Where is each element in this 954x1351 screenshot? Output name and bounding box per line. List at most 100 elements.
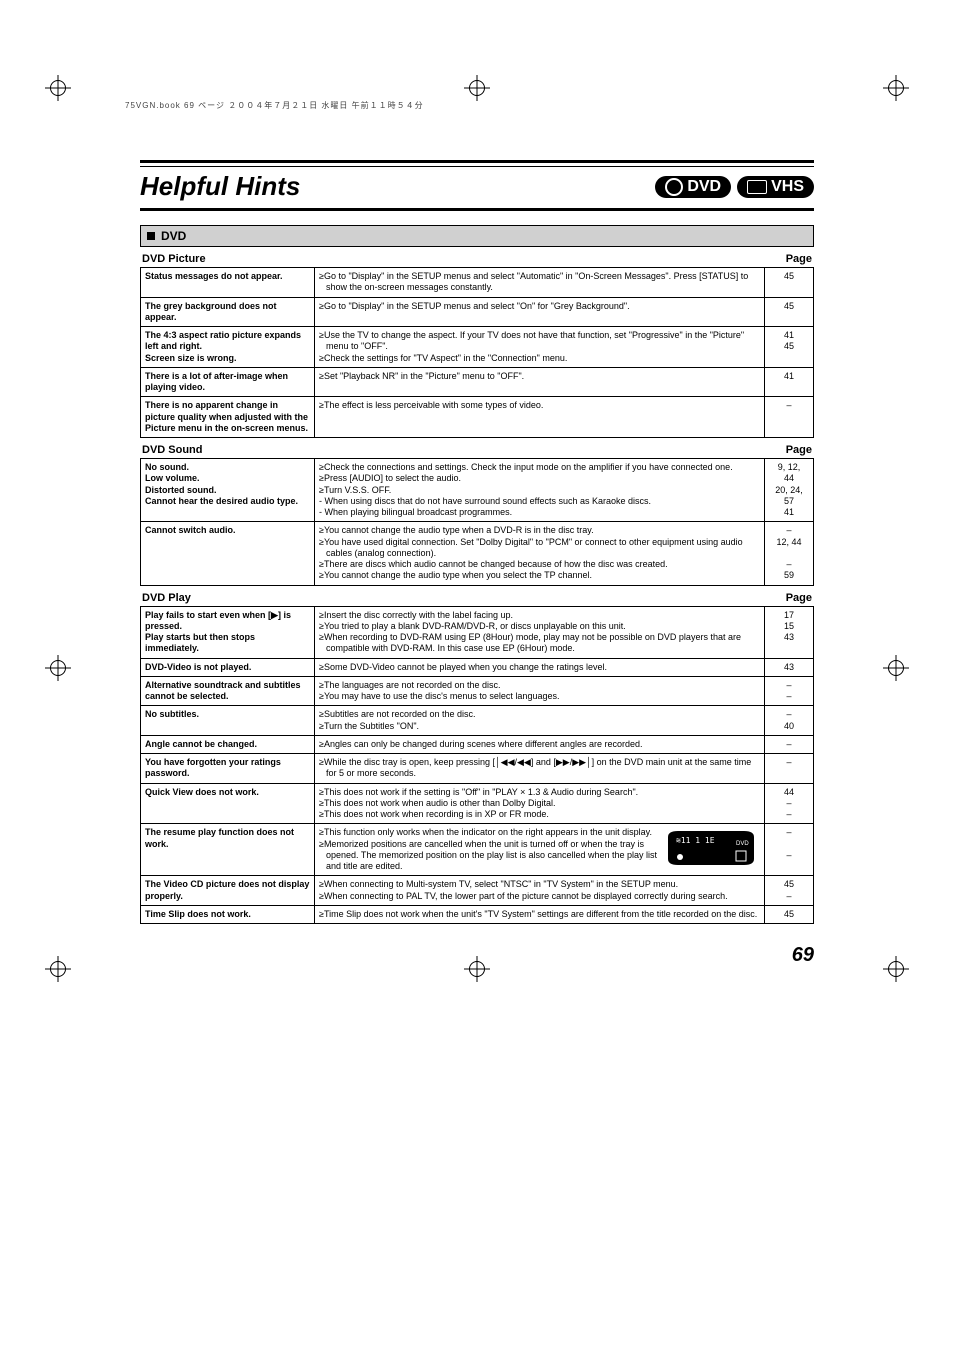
subhead-label: DVD Play [142,592,191,604]
remedy-line: ≥Set "Playback NR" in the "Picture" menu… [319,371,760,382]
svg-text:≋11 1 1E: ≋11 1 1E [676,836,715,845]
table-row: Status messages do not appear.≥Go to "Di… [141,268,814,298]
remedy-line: ≥There are discs which audio cannot be c… [319,559,760,570]
table-row: There is a lot of after-image when playi… [141,367,814,397]
registration-mark-ml [50,660,66,676]
table-row: The resume play function does not work.≋… [141,824,814,876]
subhead-row: DVD Picture Page [140,247,814,267]
registration-mark-bc [469,961,485,977]
remedy-line: ≥The effect is less perceivable with som… [319,400,760,411]
table-row: Cannot switch audio. ≥You cannot change t… [141,522,814,585]
symptom-cell: No subtitles. [141,706,315,736]
remedy-cell: ≥The languages are not recorded on the d… [315,676,765,706]
page-ref-cell: – – [765,824,814,876]
remedy-line: ≥Turn V.S.S. OFF. [319,485,760,496]
square-bullet-icon [147,232,155,240]
remedy-cell: ≥The effect is less perceivable with som… [315,397,765,438]
symptom-cell: There is a lot of after-image when playi… [141,367,315,397]
remedy-cell: ≥This does not work if the setting is "O… [315,783,765,824]
symptom-cell: Play fails to start even when [▶] is pre… [141,606,315,658]
remedy-line: ≥Angles can only be changed during scene… [319,739,760,750]
troubleshoot-table: Play fails to start even when [▶] is pre… [140,606,814,925]
table-row: You have forgotten your ratings password… [141,754,814,784]
remedy-line: ≥When recording to DVD-RAM using EP (8Ho… [319,632,760,655]
cassette-icon [747,180,767,194]
header-top-rule [140,160,814,167]
page-ref-cell: 17 15 43 [765,606,814,658]
page-ref-cell: 41 45 [765,327,814,368]
remedy-line: ≥Check the settings for "TV Aspect" in t… [319,353,760,364]
unit-display-icon: ≋11 1 1E DVD [666,829,756,867]
symptom-cell: DVD-Video is not played. [141,658,315,676]
page-ref-cell: – – [765,676,814,706]
table-row: Play fails to start even when [▶] is pre… [141,606,814,658]
remedy-cell: ≥Angles can only be changed during scene… [315,735,765,753]
subhead-row: DVD Play Page [140,586,814,606]
registration-mark-br [888,961,904,977]
remedy-cell: ≥Check the connections and settings. Che… [315,459,765,522]
remedy-line: ≥Use the TV to change the aspect. If you… [319,330,760,353]
section-label: DVD [161,229,186,243]
remedy-line: ≥This does not work if the setting is "O… [319,787,760,798]
remedy-cell: ≥When connecting to Multi-system TV, sel… [315,876,765,906]
page-ref-cell: – 12, 44 – 59 [765,522,814,585]
page-ref-cell: 44 – – [765,783,814,824]
symptom-cell: You have forgotten your ratings password… [141,754,315,784]
remedy-cell: ≥Insert the disc correctly with the labe… [315,606,765,658]
remedy-cell: ≥While the disc tray is open, keep press… [315,754,765,784]
page-ref-cell: – 40 [765,706,814,736]
printers-slug: 75VGN.book 69 ページ ２００４年７月２１日 水曜日 午前１１時５４… [125,100,424,111]
page-ref-cell: 41 [765,367,814,397]
page-ref-cell: 45 – [765,876,814,906]
remedy-cell: ≋11 1 1EDVD≥This function only works whe… [315,824,765,876]
remedy-line: ≥Some DVD-Video cannot be played when yo… [319,662,760,673]
symptom-cell: Angle cannot be changed. [141,735,315,753]
remedy-line: ≥Press [AUDIO] to select the audio. [319,473,760,484]
remedy-cell: ≥Time Slip does not work when the unit's… [315,905,765,923]
remedy-line: ≥When connecting to Multi-system TV, sel… [319,879,760,890]
table-row: The Video CD picture does not display pr… [141,876,814,906]
remedy-line: ≥Go to "Display" in the SETUP menus and … [319,271,760,294]
page-ref-cell: 45 [765,297,814,327]
remedy-line: ≥Insert the disc correctly with the labe… [319,610,760,621]
table-row: The grey background does not appear.≥Go … [141,297,814,327]
troubleshoot-table: No sound. Low volume. Distorted sound. C… [140,458,814,586]
registration-mark-tr [888,80,904,96]
page-ref-cell: 43 [765,658,814,676]
remedy-cell: ≥Go to "Display" in the SETUP menus and … [315,268,765,298]
symptom-cell: Time Slip does not work. [141,905,315,923]
table-row: Alternative soundtrack and subtitles can… [141,676,814,706]
page-ref-cell: – [765,397,814,438]
remedy-cell: ≥Some DVD-Video cannot be played when yo… [315,658,765,676]
subhead-row: DVD SoundPage [140,438,814,458]
remedy-line: ≥The languages are not recorded on the d… [319,680,760,691]
remedy-line: ≥You tried to play a blank DVD-RAM/DVD-R… [319,621,760,632]
registration-mark-tl [50,80,66,96]
troubleshoot-table: Status messages do not appear.≥Go to "Di… [140,267,814,438]
remedy-cell: ≥Set "Playback NR" in the "Picture" menu… [315,367,765,397]
remedy-line: ≥Check the connections and settings. Che… [319,462,760,473]
remedy-cell: ≥You cannot change the audio type when a… [315,522,765,585]
page-column-header: Page [786,592,812,604]
remedy-line: ≥Go to "Display" in the SETUP menus and … [319,301,760,312]
svg-text:DVD: DVD [736,841,749,847]
remedy-cell: ≥Go to "Display" in the SETUP menus and … [315,297,765,327]
remedy-line: ≥Subtitles are not recorded on the disc. [319,709,760,720]
remedy-line: ≥You cannot change the audio type when a… [319,525,760,536]
symptom-cell: Status messages do not appear. [141,268,315,298]
page-container: 75VGN.book 69 ページ ２００４年７月２１日 水曜日 午前１１時５４… [0,0,954,1027]
header-row: Helpful Hints DVD VHS [140,171,814,202]
registration-mark-tc [469,80,485,96]
table-row: No sound. Low volume. Distorted sound. C… [141,459,814,522]
remedy-line: ≥This does not work when recording is in… [319,809,760,820]
page-column-header: Page [786,444,812,456]
page-column-header: Page [786,253,812,265]
symptom-cell: Cannot switch audio. [141,522,315,585]
remedy-line: ≥Time Slip does not work when the unit's… [319,909,760,920]
remedy-line: ≥Turn the Subtitles "ON". [319,721,760,732]
subhead-label: DVD Picture [142,253,206,265]
symptom-cell: The Video CD picture does not display pr… [141,876,315,906]
remedy-line: - When playing bilingual broadcast progr… [319,507,760,518]
table-row: The 4:3 aspect ratio picture expands lef… [141,327,814,368]
header-underline [140,208,814,211]
